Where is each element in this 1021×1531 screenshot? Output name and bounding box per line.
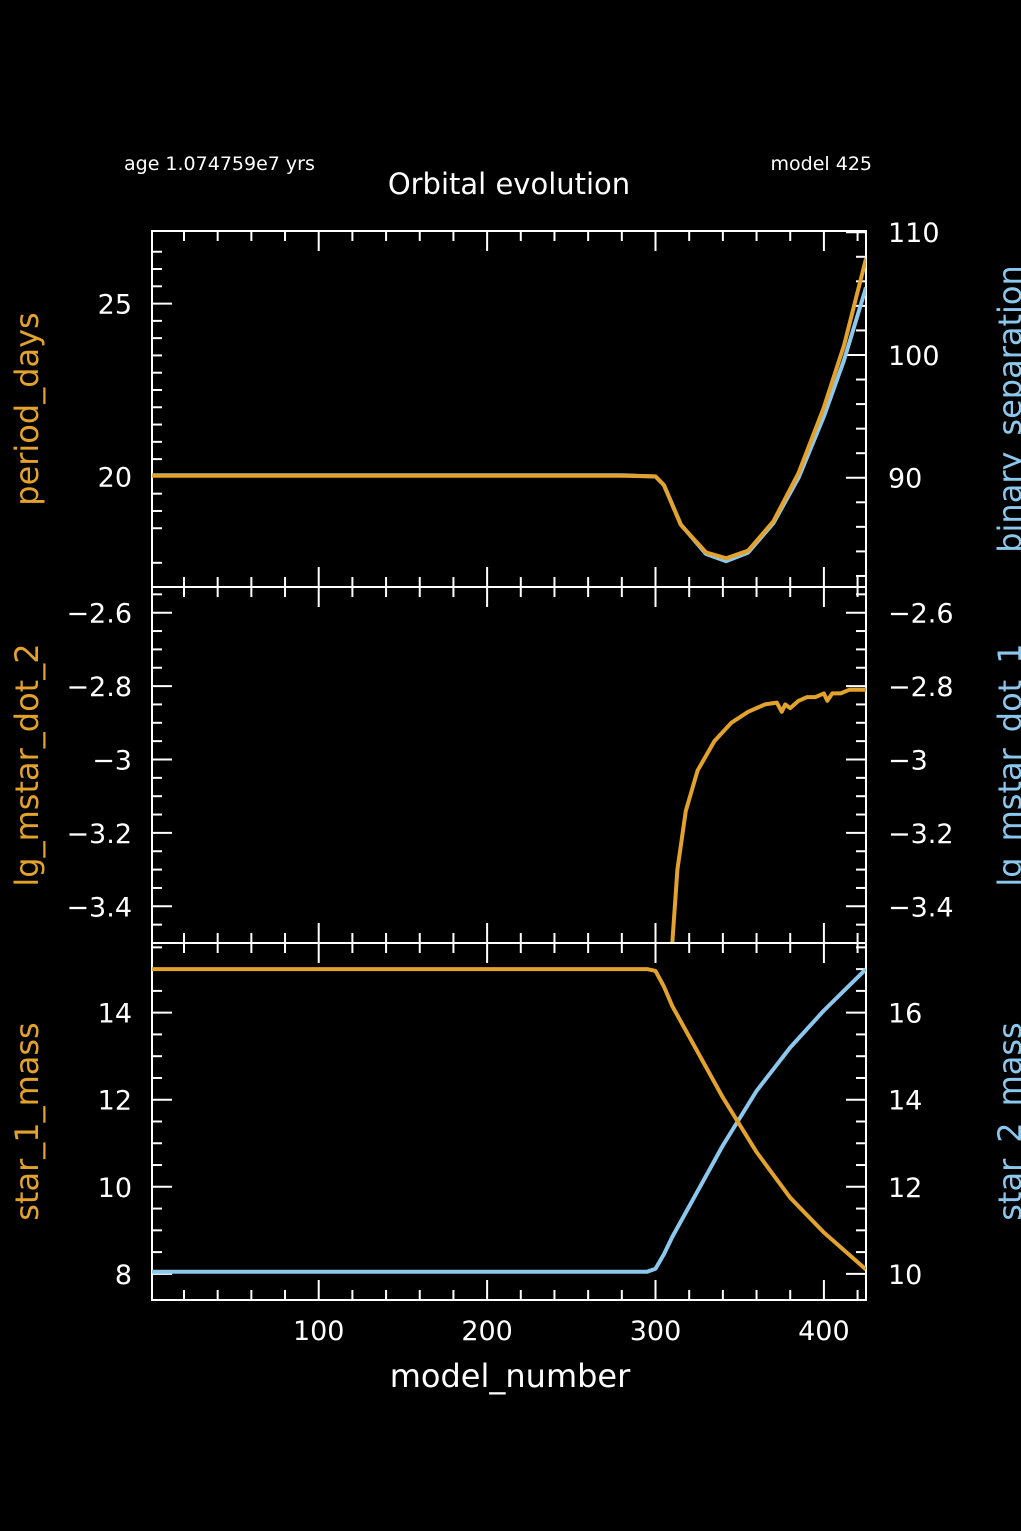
y-right-tick-label: 90 — [888, 464, 922, 495]
series-line-period-days — [152, 258, 866, 561]
y-left-tick-label: 12 — [98, 1086, 132, 1117]
y-left-tick-label: 10 — [98, 1173, 132, 1204]
y-right-tick-label: 14 — [888, 1086, 922, 1117]
y-right-tick-label: 110 — [888, 218, 940, 249]
x-tick-label: 100 — [293, 1316, 345, 1347]
y-right-axis-title: lg_mstar_dot_1 — [991, 643, 1021, 886]
y-right-tick-label: 16 — [888, 999, 922, 1030]
y-left-axis-title: lg_mstar_dot_2 — [8, 643, 46, 886]
y-right-tick-label: −2.6 — [888, 599, 954, 630]
series-line-lg-mstar-dot-2 — [670, 687, 866, 943]
x-axis-tick-labels: 100 200 300 400 — [293, 1316, 850, 1347]
y-left-tick-label: 25 — [98, 290, 132, 321]
x-tick-label: 200 — [461, 1316, 513, 1347]
y-right-tick-label: −2.8 — [888, 672, 954, 703]
panel-orbit: 20 25 90 100 110 period_days binary_separation — [8, 218, 1021, 588]
y-left-axis-title: period_days — [8, 312, 46, 505]
y-right-tick-label: −3.2 — [888, 819, 954, 850]
y-right-tick-label: 100 — [888, 341, 940, 372]
y-right-tick-label: 12 — [888, 1173, 922, 1204]
y-right-tick-label: −3.4 — [888, 892, 954, 923]
y-left-tick-label: 14 — [98, 999, 132, 1030]
y-left-tick-label: −2.6 — [66, 599, 132, 630]
x-tick-label: 300 — [630, 1316, 682, 1347]
y-left-tick-label: −2.8 — [66, 672, 132, 703]
y-left-axis-title: star_1_mass — [8, 1022, 46, 1220]
model-label: model 425 — [771, 153, 872, 175]
y-right-axis-title: binary_separation — [991, 265, 1021, 553]
series-line-star-2-mass — [152, 967, 866, 1274]
y-left-tick-label: 20 — [98, 462, 132, 493]
chart-title: Orbital evolution — [388, 167, 630, 201]
y-right-tick-label: 10 — [888, 1260, 922, 1291]
age-label: age 1.074759e7 yrs — [124, 153, 315, 175]
x-tick-label: 400 — [798, 1316, 850, 1347]
series-line-star-1-mass — [152, 967, 866, 1272]
panel-mass-transfer-rate: −3.4 −3.2 −3 −2.8 −2.6 −3.4 −3.2 −3 −2.8 −2.6 lg_m… — [8, 586, 1021, 944]
y-right-tick-label: −3 — [888, 745, 928, 776]
y-right-axis-title: star_2_mass — [991, 1022, 1021, 1220]
y-left-tick-label: −3 — [92, 745, 132, 776]
y-left-tick-label: 8 — [115, 1260, 132, 1291]
y-left-tick-label: −3.4 — [66, 892, 132, 923]
panel-star-masses: 8 10 12 14 10 12 14 16 star_1_mass star_2_mass — [8, 942, 1021, 1301]
y-left-tick-label: −3.2 — [66, 819, 132, 850]
x-axis-title: model_number — [390, 1357, 631, 1395]
